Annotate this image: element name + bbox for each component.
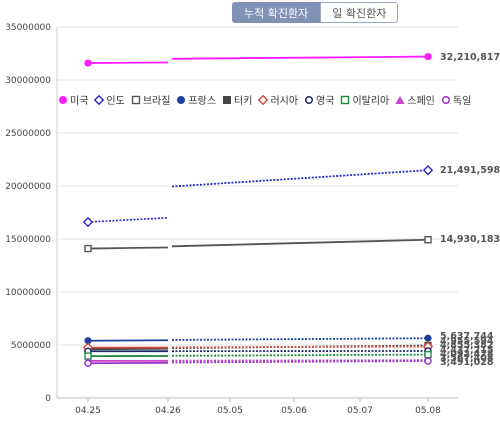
tab-daily-cases[interactable]: 일 확진환자	[320, 2, 399, 23]
data-label: 4,855,382	[440, 340, 494, 351]
legend-item[interactable]: 인도	[94, 92, 125, 107]
y-tick-label: 30000000	[5, 76, 51, 86]
series-1-line-segment	[171, 169, 429, 188]
y-tick-label: 5000000	[11, 341, 51, 351]
legend-marker-icon	[395, 95, 405, 104]
data-label: 4,955,594	[440, 336, 494, 347]
legend-item[interactable]: 이탈리아	[340, 92, 389, 107]
data-label: 4,437,215	[440, 345, 494, 356]
series-3-line-segment	[171, 337, 429, 341]
series-2-line-segment	[87, 246, 169, 250]
legend-item[interactable]: 영국	[304, 92, 334, 107]
data-label: 4,092,478	[440, 349, 494, 360]
legend-item[interactable]: 브라질	[131, 92, 171, 107]
legend-item[interactable]: 독일	[441, 92, 471, 107]
series-1-point	[82, 216, 94, 228]
series-0-line-segment	[87, 61, 169, 64]
legend-item[interactable]: 터키	[222, 92, 252, 107]
x-tick-label: 05.05	[217, 406, 243, 416]
series-1-line-segment	[87, 217, 169, 223]
x-tick-label: 04.25	[75, 406, 101, 416]
x-tick-label: 05.08	[415, 406, 441, 416]
series-3-point	[84, 337, 92, 345]
data-label: 5,637,744	[440, 331, 494, 342]
legend-marker-icon	[223, 95, 232, 104]
legend-item[interactable]: 프랑스	[176, 92, 216, 107]
series-3-point	[424, 334, 432, 342]
series-9-point	[424, 357, 432, 365]
legend-marker-icon	[177, 95, 186, 104]
legend-label: 이탈리아	[352, 96, 390, 107]
series-7-line-segment	[171, 353, 429, 357]
series-4-line-segment	[87, 347, 169, 351]
series-8-line-segment	[171, 359, 429, 362]
legend-label: 독일	[452, 96, 472, 107]
legend-label: 미국	[70, 96, 89, 107]
legend-item[interactable]: 스페인	[395, 92, 435, 107]
legend-label: 인도	[106, 96, 125, 107]
series-9-line-segment	[171, 360, 429, 364]
legend-label: 프랑스	[188, 96, 217, 107]
series-0-point	[84, 59, 92, 67]
series-5-line-segment	[171, 345, 429, 349]
data-label: 14,930,183	[440, 234, 500, 245]
tab-cumulative-cases[interactable]: 누적 확진환자	[232, 2, 321, 23]
x-tick-label: 05.07	[347, 406, 373, 416]
x-tick-label: 05.06	[281, 406, 307, 416]
series-2-line-segment	[171, 238, 429, 248]
series-3-line-segment	[87, 339, 169, 342]
series-2-point	[84, 244, 92, 253]
x-tick-label: 04.26	[155, 406, 181, 416]
series-0-line-segment	[171, 55, 429, 60]
legend-marker-icon	[131, 95, 141, 104]
data-label: 3,491,028	[440, 357, 494, 368]
legend-label: 터키	[234, 96, 253, 107]
series-9-point	[84, 359, 92, 367]
data-label: 32,210,817	[440, 52, 500, 63]
chart-tab-group: 누적 확진환자 일 확진환자	[232, 2, 399, 23]
y-tick-label: 0	[45, 394, 51, 404]
y-tick-label: 25000000	[5, 129, 51, 139]
legend-marker-icon	[59, 95, 67, 104]
chart-legend: 미국 인도 브라질 프랑스 터키 러시아 영국 이탈리아 스페인 독일	[58, 92, 471, 107]
legend-item[interactable]: 미국	[58, 92, 88, 107]
y-tick-label: 20000000	[5, 182, 51, 192]
legend-marker-icon	[441, 95, 450, 104]
legend-label: 스페인	[407, 96, 435, 107]
legend-marker-icon	[304, 95, 314, 104]
y-tick-label: 35000000	[5, 23, 51, 33]
y-tick-label: 10000000	[5, 288, 51, 298]
series-0-point	[424, 52, 432, 61]
data-label: 3,567,408	[440, 353, 494, 364]
y-tick-label: 15000000	[5, 235, 51, 245]
data-label: 21,491,598	[440, 165, 500, 176]
series-2-point	[424, 236, 432, 244]
legend-marker-icon	[341, 95, 350, 104]
series-1-point	[422, 164, 434, 176]
legend-marker-icon	[258, 94, 269, 105]
legend-marker-icon	[94, 94, 105, 105]
legend-label: 브라질	[142, 96, 171, 107]
legend-label: 러시아	[270, 96, 299, 107]
legend-item[interactable]: 러시아	[258, 92, 298, 107]
legend-label: 영국	[316, 96, 335, 107]
